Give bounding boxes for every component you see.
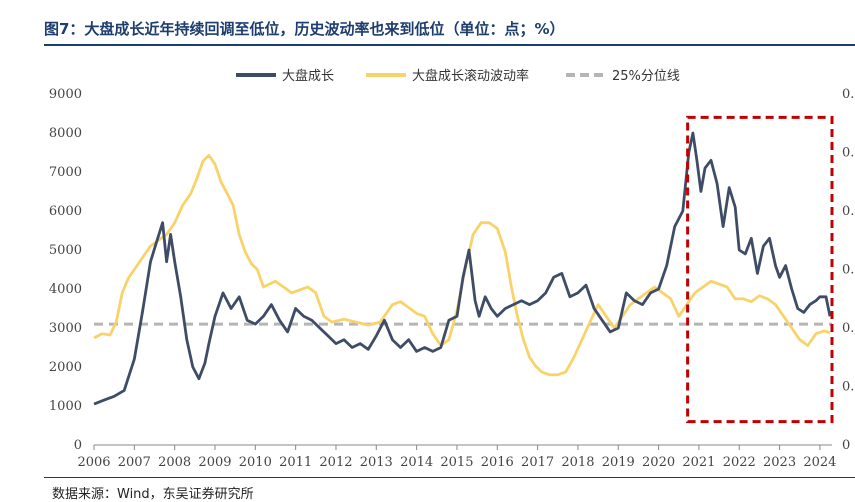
x-tick-label: 2011 [279,455,312,470]
volatility-series-line [93,153,831,377]
data-source-note: 数据来源：Wind，东吴证券研究所 [52,487,254,502]
axes-group: 0 1000 2000 3000 4000 5000 6000 7000 8000 9000 0 0.… [49,87,855,470]
x-tick-label: 2021 [682,455,715,470]
x-tick-label: 2018 [561,455,594,470]
x-tick-label: 2014 [400,455,433,470]
x-tick-label: 2009 [198,455,231,470]
x-tick-label: 2006 [77,455,110,470]
y-left-tick-label: 4000 [49,282,82,297]
y-left-tick-label: 5000 [49,243,82,258]
x-tick-label: 2023 [763,455,796,470]
legend-item-index-label: 大盘成长 [282,68,334,84]
legend-group: 大盘成长 大盘成长滚动波动率 25%分位线 [236,68,680,84]
y-right-tick-label: 0.5 [842,146,855,161]
y-right-tick-label: 0 [842,438,850,453]
x-tick-label: 2012 [319,455,352,470]
y-left-tick-label: 9000 [49,87,82,102]
y-left-tick-label: 1000 [49,399,82,414]
x-tick-label: 2017 [521,455,554,470]
x-tick-label: 2020 [642,455,675,470]
source-divider [44,477,855,478]
plot-group [93,115,834,424]
legend-item-quantile-label: 25%分位线 [612,69,680,84]
x-tick-label: 2016 [481,455,514,470]
y-left-tick-label: 0 [74,438,82,453]
y-right-tick-label: 0.1 [842,380,855,395]
x-tick-label: 2013 [360,455,393,470]
x-tick-label: 2015 [440,455,473,470]
y-left-tick-label: 6000 [49,204,82,219]
highlight-box [686,115,834,424]
title-underline [44,44,855,46]
x-tick-label: 2022 [723,455,756,470]
x-tick-label: 2010 [239,455,272,470]
index-series-line [93,131,832,406]
x-tick-label: 2019 [602,455,635,470]
y-right-tick-label: 0.4 [842,204,855,219]
y-left-tick-label: 7000 [49,165,82,180]
y-left-tick-label: 8000 [49,126,82,141]
figure-title-bar: 图7：大盘成长近年持续回调至低位，历史波动率也来到低位（单位：点；%） [44,18,855,46]
y-right-tick-label: 0.2 [842,321,855,336]
x-tick-label: 2024 [803,455,836,470]
x-tick-label: 2007 [118,455,151,470]
figure-title: 图7：大盘成长近年持续回调至低位，历史波动率也来到低位（单位：点；%） [44,20,565,38]
x-tick-label: 2008 [158,455,191,470]
y-right-tick-label: 0.6 [842,87,855,102]
legend-item-volatility-label: 大盘成长滚动波动率 [412,68,529,84]
y-left-tick-label: 3000 [49,321,82,336]
y-right-tick-label: 0.3 [842,263,855,278]
y-left-tick-label: 2000 [49,360,82,375]
